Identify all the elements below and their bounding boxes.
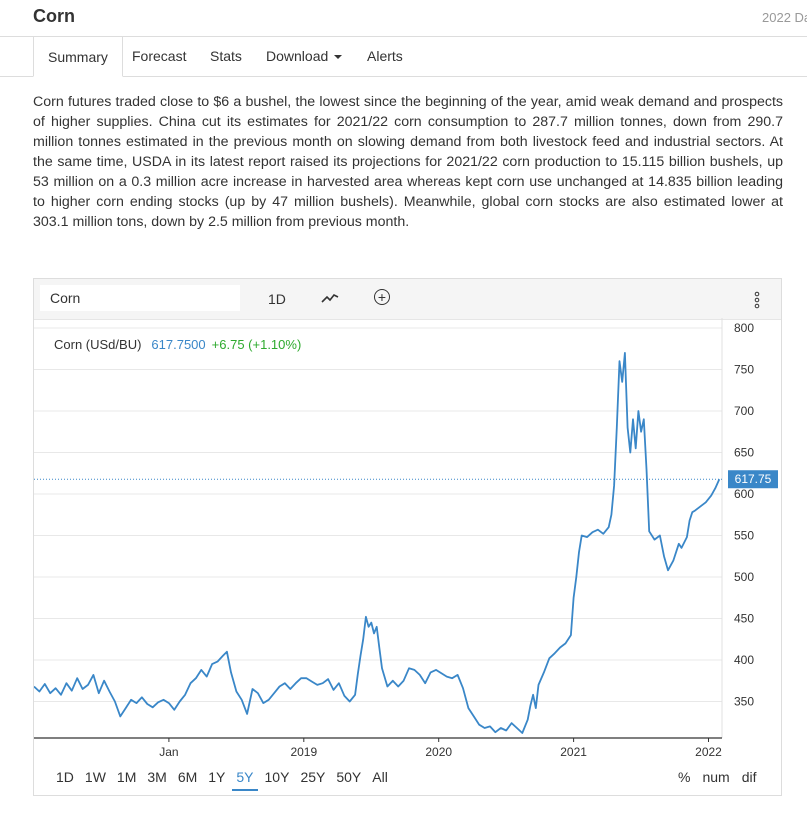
y-tick-label: 400 [734, 653, 754, 667]
line-chart-icon[interactable] [321, 291, 339, 309]
y-tick-label: 550 [734, 528, 754, 542]
tab-download[interactable]: Download [252, 36, 356, 76]
caret-down-icon [334, 55, 343, 60]
range-button-50y[interactable]: 50Y [336, 769, 362, 785]
y-tick-label: 750 [734, 362, 754, 376]
x-tick-label: 2022 [695, 745, 722, 759]
mode-button-dif[interactable]: dif [741, 769, 757, 785]
tab-download-label: Download [266, 48, 329, 64]
header-date: 2022 Da [762, 10, 807, 25]
summary-text: Corn futures traded close to $6 a bushel… [33, 94, 783, 230]
tab-summary[interactable]: Summary [33, 36, 123, 77]
range-button-all[interactable]: All [372, 769, 388, 785]
y-tick-label: 500 [734, 570, 754, 584]
x-tick-label: 2019 [290, 745, 317, 759]
mode-selector: % num dif [666, 769, 756, 785]
range-button-6m[interactable]: 6M [177, 769, 198, 785]
tab-forecast[interactable]: Forecast [132, 48, 187, 64]
x-tick-label: 2021 [560, 745, 587, 759]
x-tick-label: 2020 [425, 745, 452, 759]
page-title: Corn [33, 6, 75, 26]
series-price: 617.7500 [151, 337, 206, 352]
range-button-5y[interactable]: 5Y [232, 769, 258, 791]
more-options-icon[interactable] [753, 291, 761, 314]
range-button-1y[interactable]: 1Y [208, 769, 226, 785]
series-change: +6.75 (+1.10%) [211, 337, 302, 352]
chart-panel: Corn 1D + Corn (USd/BU) 617.7500 +6.75 (+1… [33, 278, 782, 796]
y-tick-label: 600 [734, 487, 754, 501]
range-button-10y[interactable]: 10Y [264, 769, 290, 785]
tab-stats[interactable]: Stats [210, 48, 242, 64]
y-tick-label: 650 [734, 445, 754, 459]
interval-button[interactable]: 1D [268, 291, 286, 307]
symbol-input[interactable]: Corn [40, 285, 240, 311]
y-tick-label: 700 [734, 404, 754, 418]
series-name: Corn (USd/BU) [54, 337, 142, 352]
chart-toolbar: Corn 1D + [34, 279, 781, 320]
y-tick-label: 350 [734, 694, 754, 708]
range-button-1w[interactable]: 1W [84, 769, 106, 785]
tab-alerts[interactable]: Alerts [367, 48, 403, 64]
last-price-label: 617.75 [735, 472, 772, 486]
top-bar: Corn 2022 Da [0, 0, 807, 37]
y-tick-label: 800 [734, 321, 754, 335]
add-indicator-icon[interactable]: + [374, 289, 390, 305]
tab-bar: Summary Forecast Stats Download Alerts [0, 36, 807, 77]
mode-button-percent[interactable]: % [678, 769, 691, 785]
series-line-corn[interactable] [34, 352, 721, 734]
range-button-25y[interactable]: 25Y [300, 769, 326, 785]
range-button-3m[interactable]: 3M [147, 769, 167, 785]
range-selector: 1D 1W 1M 3M 6M 1Y 5Y 10Y 25Y 50Y All [56, 769, 399, 791]
chart-legend: Corn (USd/BU) 617.7500 +6.75 (+1.10%) [54, 337, 301, 352]
range-button-1m[interactable]: 1M [116, 769, 137, 785]
mode-button-num[interactable]: num [702, 769, 730, 785]
last-price-tag [728, 470, 778, 489]
price-chart[interactable]: 350 400 450 500 550 600 650 700 750 800 Jan 2019 202… [34, 318, 781, 768]
y-tick-label: 450 [734, 611, 754, 625]
range-button-1d[interactable]: 1D [56, 769, 74, 785]
x-tick-label: Jan [159, 745, 178, 759]
